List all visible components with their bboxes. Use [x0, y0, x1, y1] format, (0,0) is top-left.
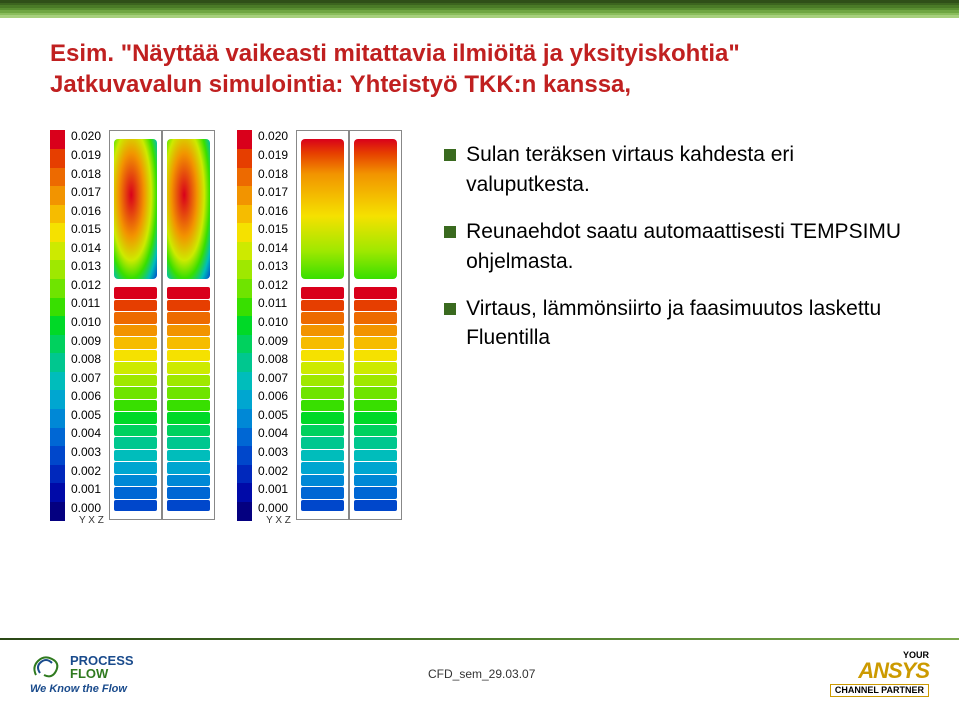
legend-value: 0.019	[71, 149, 101, 168]
channel-partner-label: CHANNEL PARTNER	[830, 684, 929, 697]
chart-block-2: 0.0200.0190.0180.0170.0160.0150.0140.013…	[237, 130, 404, 520]
axis-label: Y X Z	[79, 515, 104, 526]
legend-values-1: 0.0200.0190.0180.0170.0160.0150.0140.013…	[71, 130, 101, 520]
legend-value: 0.020	[71, 130, 101, 149]
legend-value: 0.017	[71, 186, 101, 205]
color-legend-1	[50, 130, 65, 520]
legend-value: 0.004	[258, 427, 288, 446]
legend-value: 0.010	[258, 316, 288, 335]
legend-value: 0.016	[71, 205, 101, 224]
main-content-row: 0.0200.0190.0180.0170.0160.0150.0140.013…	[50, 130, 919, 520]
legend-value: 0.006	[71, 390, 101, 409]
legend-value: 0.012	[258, 279, 288, 298]
legend-value: 0.008	[71, 353, 101, 372]
legend-value: 0.017	[258, 186, 288, 205]
legend-value: 0.012	[71, 279, 101, 298]
color-legend-2	[237, 130, 252, 520]
legend-value: 0.007	[71, 372, 101, 391]
legend-value: 0.018	[258, 168, 288, 187]
legend-value: 0.005	[71, 409, 101, 428]
flow-region	[301, 139, 344, 279]
legend-value: 0.009	[258, 335, 288, 354]
legend-value: 0.002	[71, 465, 101, 484]
chart-block-1: 0.0200.0190.0180.0170.0160.0150.0140.013…	[50, 130, 217, 520]
legend-value: 0.014	[258, 242, 288, 261]
bullet-list: Sulan teräksen virtaus kahdesta eri valu…	[424, 130, 919, 370]
flow-region	[167, 139, 210, 279]
footer: PROCESS FLOW We Know the Flow CFD_sem_29…	[0, 638, 959, 708]
legend-value: 0.011	[71, 297, 101, 316]
legend-value: 0.003	[71, 446, 101, 465]
legend-value: 0.016	[258, 205, 288, 224]
legend-value: 0.019	[258, 149, 288, 168]
legend-value: 0.013	[258, 260, 288, 279]
ansys-logo: YOUR ANSYS CHANNEL PARTNER	[830, 651, 929, 697]
legend-value: 0.006	[258, 390, 288, 409]
legend-value: 0.013	[71, 260, 101, 279]
legend-value: 0.008	[258, 353, 288, 372]
flow-region	[114, 139, 157, 279]
ansys-text: ANSYS	[858, 660, 929, 682]
legend-value: 0.004	[71, 427, 101, 446]
legend-value: 0.005	[258, 409, 288, 428]
legend-value: 0.014	[71, 242, 101, 261]
top-stripes	[0, 0, 959, 18]
legend-value: 0.007	[258, 372, 288, 391]
legend-value: 0.003	[258, 446, 288, 465]
legend-value: 0.020	[258, 130, 288, 149]
legend-value: 0.011	[258, 297, 288, 316]
cfd-panel-2: Y X Z	[294, 130, 404, 520]
legend-value: 0.009	[71, 335, 101, 354]
flow-region	[354, 139, 397, 279]
footer-filename: CFD_sem_29.03.07	[134, 667, 830, 681]
legend-value: 0.015	[258, 223, 288, 242]
bullet-item: Virtaus, lämmönsiirto ja faasimuutos las…	[444, 294, 919, 353]
pf-swirl-icon	[30, 653, 64, 681]
axis-label: Y X Z	[266, 515, 291, 526]
legend-value: 0.001	[71, 483, 101, 502]
legend-value: 0.018	[71, 168, 101, 187]
tagline: We Know the Flow	[30, 683, 134, 695]
legend-values-2: 0.0200.0190.0180.0170.0160.0150.0140.013…	[258, 130, 288, 520]
logo-text-flow: FLOW	[70, 667, 134, 680]
bullet-item: Reunaehdot saatu automaattisesti TEMPSIM…	[444, 217, 919, 276]
legend-value: 0.001	[258, 483, 288, 502]
legend-value: 0.015	[71, 223, 101, 242]
cfd-panel-1: Y X Z	[107, 130, 217, 520]
slide-title: Esim. "Näyttää vaikeasti mitattavia ilmi…	[50, 38, 919, 100]
legend-value: 0.002	[258, 465, 288, 484]
bullet-item: Sulan teräksen virtaus kahdesta eri valu…	[444, 140, 919, 199]
legend-value: 0.010	[71, 316, 101, 335]
process-flow-logo: PROCESS FLOW We Know the Flow	[30, 653, 134, 695]
